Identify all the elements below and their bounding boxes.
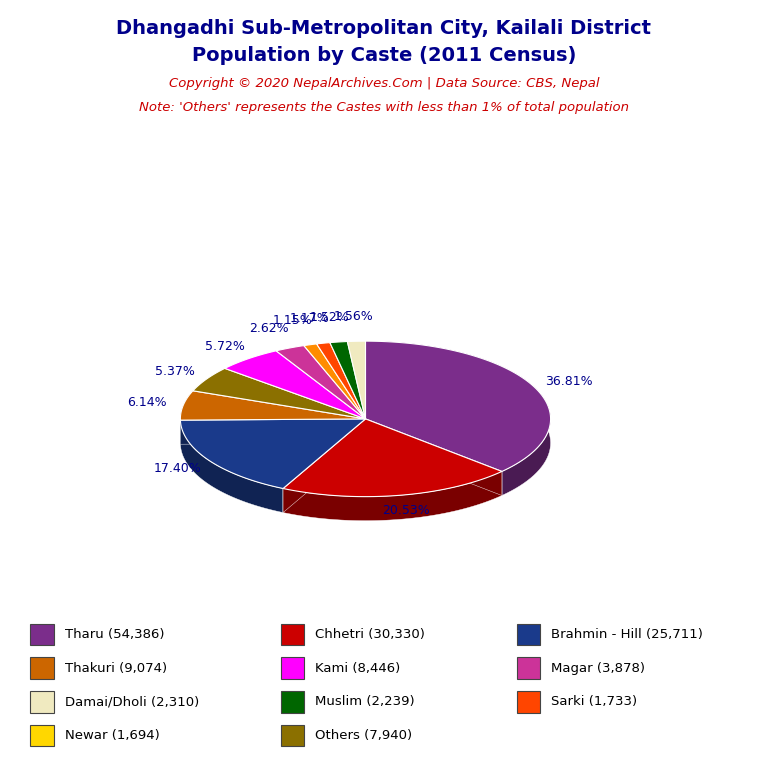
Bar <box>30 657 54 679</box>
Text: Copyright © 2020 NepalArchives.Com | Data Source: CBS, Nepal: Copyright © 2020 NepalArchives.Com | Dat… <box>169 77 599 90</box>
Text: Tharu (54,386): Tharu (54,386) <box>65 628 164 641</box>
Text: 1.52%: 1.52% <box>310 311 350 324</box>
Text: 1.56%: 1.56% <box>333 310 373 323</box>
Polygon shape <box>276 346 366 419</box>
Text: Muslim (2,239): Muslim (2,239) <box>316 696 415 708</box>
Polygon shape <box>316 343 366 419</box>
Text: Sarki (1,733): Sarki (1,733) <box>551 696 637 708</box>
Text: 20.53%: 20.53% <box>382 504 430 517</box>
Text: Note: 'Others' represents the Castes with less than 1% of total population: Note: 'Others' represents the Castes wit… <box>139 101 629 114</box>
Bar <box>517 657 541 679</box>
Bar <box>281 691 304 713</box>
Text: Brahmin - Hill (25,711): Brahmin - Hill (25,711) <box>551 628 703 641</box>
Text: 6.14%: 6.14% <box>127 396 167 409</box>
Bar <box>517 624 541 645</box>
Text: 17.40%: 17.40% <box>154 462 201 475</box>
Text: 2.62%: 2.62% <box>249 322 288 335</box>
Bar <box>281 624 304 645</box>
Polygon shape <box>347 341 366 419</box>
Polygon shape <box>180 419 366 444</box>
Text: 1.17%: 1.17% <box>290 313 329 326</box>
Text: 1.15%: 1.15% <box>273 314 313 327</box>
Polygon shape <box>180 419 366 488</box>
Polygon shape <box>330 342 366 419</box>
Text: 5.72%: 5.72% <box>205 340 245 353</box>
Polygon shape <box>283 419 366 512</box>
Text: Population by Caste (2011 Census): Population by Caste (2011 Census) <box>192 46 576 65</box>
Text: 5.37%: 5.37% <box>155 365 195 378</box>
Text: Newar (1,694): Newar (1,694) <box>65 730 160 742</box>
Text: Magar (3,878): Magar (3,878) <box>551 662 645 674</box>
Text: Damai/Dholi (2,310): Damai/Dholi (2,310) <box>65 696 199 708</box>
Text: Thakuri (9,074): Thakuri (9,074) <box>65 662 167 674</box>
Polygon shape <box>283 419 366 512</box>
Polygon shape <box>283 419 502 497</box>
Polygon shape <box>366 419 502 495</box>
Polygon shape <box>193 369 366 419</box>
Polygon shape <box>366 341 551 495</box>
Polygon shape <box>366 419 502 495</box>
Bar <box>30 691 54 713</box>
Bar <box>30 624 54 645</box>
Bar <box>517 691 541 713</box>
Polygon shape <box>180 420 283 512</box>
Bar <box>30 725 54 746</box>
Polygon shape <box>180 391 193 444</box>
Polygon shape <box>225 351 366 419</box>
Text: Others (7,940): Others (7,940) <box>316 730 412 742</box>
Text: Chhetri (30,330): Chhetri (30,330) <box>316 628 425 641</box>
Text: Dhangadhi Sub-Metropolitan City, Kailali District: Dhangadhi Sub-Metropolitan City, Kailali… <box>117 19 651 38</box>
Polygon shape <box>283 472 502 521</box>
Polygon shape <box>180 419 366 444</box>
Bar <box>281 657 304 679</box>
Polygon shape <box>180 391 366 420</box>
Polygon shape <box>304 344 366 419</box>
Text: 36.81%: 36.81% <box>545 375 593 388</box>
Text: Kami (8,446): Kami (8,446) <box>316 662 401 674</box>
Polygon shape <box>366 341 551 472</box>
Bar <box>281 725 304 746</box>
